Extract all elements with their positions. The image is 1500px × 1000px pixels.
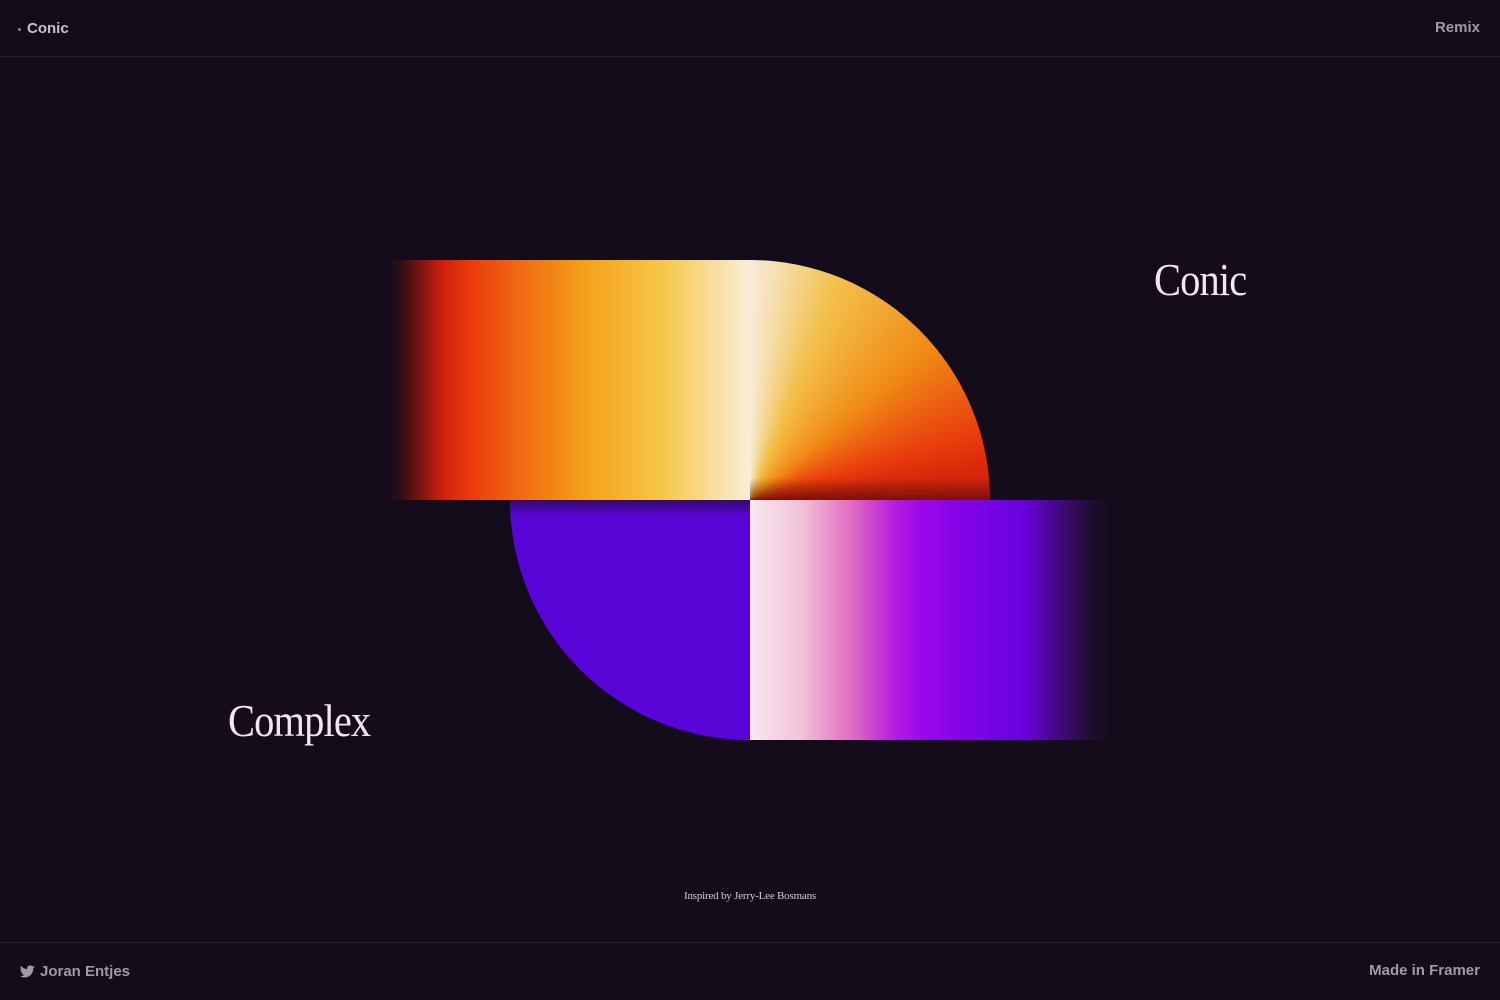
credit-text: Inspired by Jerry-Lee Bosmans: [684, 890, 816, 902]
cool-shadow: [510, 500, 750, 516]
brand-label: Conic: [27, 19, 69, 37]
bottom-bar: Joran Entjes Made in Framer: [0, 942, 1500, 1000]
twitter-icon: [20, 964, 35, 977]
heading-conic: Conic: [1154, 254, 1247, 305]
made-in-framer-link[interactable]: Made in Framer: [1369, 962, 1480, 979]
warm-conic-shape: [390, 260, 990, 500]
cool-conic-shape: [510, 500, 1110, 740]
heading-complex: Complex: [228, 695, 371, 746]
brand-link[interactable]: Conic: [18, 19, 69, 37]
dot-icon: [18, 27, 21, 31]
author-label: Joran Entjes: [40, 962, 131, 980]
author-link[interactable]: Joran Entjes: [20, 962, 130, 980]
top-bar: Conic Remix: [0, 0, 1500, 57]
warm-gradient-band: [390, 260, 750, 500]
remix-link[interactable]: Remix: [1434, 19, 1480, 36]
warm-shadow: [750, 478, 990, 500]
cool-gradient-band: [750, 500, 1110, 740]
